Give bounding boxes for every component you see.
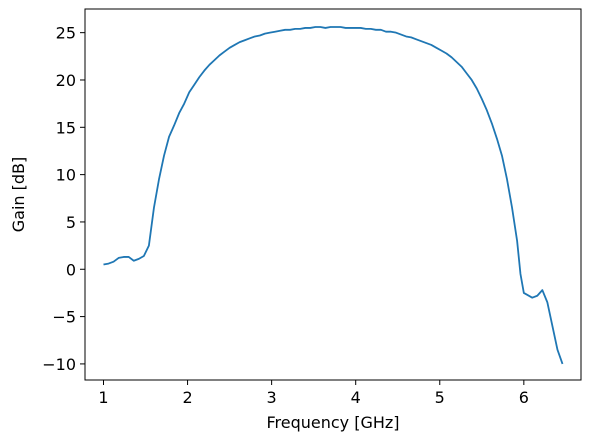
y-tick-label: −10 [42,355,76,374]
y-tick-label: 0 [66,260,76,279]
x-tick-label: 5 [435,388,445,407]
x-tick-label: 3 [267,388,277,407]
plot-area-frame [84,8,582,381]
x-tick-label: 2 [182,388,192,407]
y-tick-label: 15 [56,118,76,137]
y-tick-label: −5 [52,308,76,327]
x-tick-label: 4 [351,388,361,407]
series-layer [103,26,564,365]
y-tick-label: 20 [56,71,76,90]
x-axis-title: Frequency [GHz] [266,413,399,432]
y-tick-label: 10 [56,166,76,185]
x-tick-label: 1 [98,388,108,407]
y-axis-title: Gain [dB] [9,157,28,233]
series-line-0 [103,26,564,365]
y-axis-ticks: −10 −5 0 5 10 15 20 25 [42,24,85,374]
x-tick-label: 6 [519,388,529,407]
y-tick-label: 5 [66,213,76,232]
x-axis-ticks: 1 2 3 4 5 6 [98,380,529,407]
y-tick-label: 25 [56,24,76,43]
